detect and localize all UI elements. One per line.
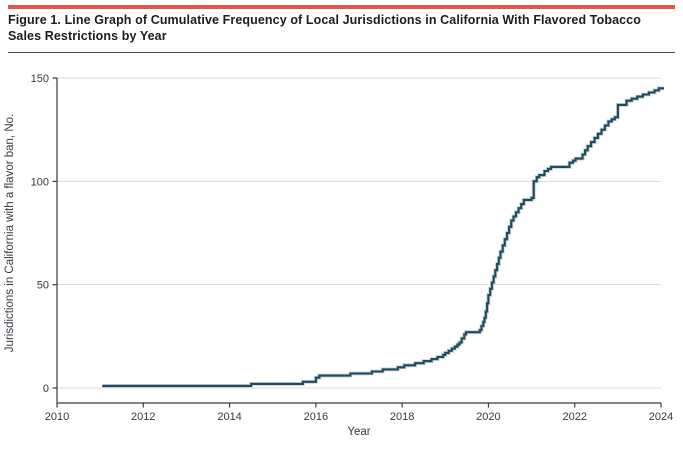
gridlines xyxy=(57,77,661,389)
x-tick-label-2018: 2018 xyxy=(390,411,414,423)
series-line-halo xyxy=(102,86,664,388)
chart-canvas: 0 50 100 150 2010 2012 2014 2016 2018 2020 2022 202… xyxy=(4,73,674,438)
x-axis-title: Year xyxy=(347,426,370,438)
x-tick-label-2012: 2012 xyxy=(131,411,155,423)
x-tick-label-2024: 2024 xyxy=(649,411,673,423)
tick-labels: 0 50 100 150 2010 2012 2014 2016 2018 2020 2022 202… xyxy=(31,73,674,423)
x-tick-label-2022: 2022 xyxy=(562,411,586,423)
y-axis-title: Jurisdictions in California with a flavo… xyxy=(4,114,16,352)
x-tick-label-2014: 2014 xyxy=(217,411,241,423)
x-tick-label-2010: 2010 xyxy=(45,411,69,423)
axes xyxy=(52,77,662,408)
y-tick-label-150: 150 xyxy=(31,73,49,85)
figure-title: Figure 1. Line Graph of Cumulative Frequ… xyxy=(8,13,641,43)
title-divider xyxy=(8,52,675,53)
data-series xyxy=(102,86,664,388)
y-tick-label-0: 0 xyxy=(43,383,49,395)
cumulative-frequency-chart: 0 50 100 150 2010 2012 2014 2016 2018 2020 2022 202… xyxy=(0,60,683,455)
y-tick-label-50: 50 xyxy=(37,280,49,292)
x-tick-label-2020: 2020 xyxy=(476,411,500,423)
y-tick-label-100: 100 xyxy=(31,176,49,188)
x-tick-label-2016: 2016 xyxy=(304,411,328,423)
figure-accent-bar xyxy=(8,5,675,9)
series-line xyxy=(102,87,664,387)
